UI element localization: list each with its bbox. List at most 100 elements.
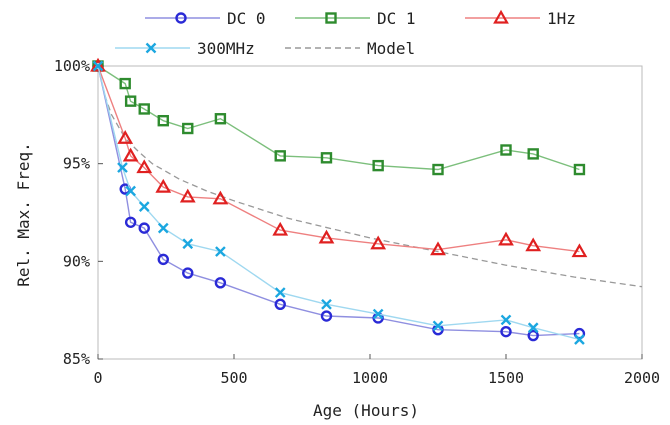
series-line (97, 65, 643, 288)
data-point (500, 325, 512, 338)
x-tick-label: 1000 (352, 369, 388, 387)
legend: DC 0 DC 1 1Hz 300MHz Model (115, 9, 576, 58)
series-layer (90, 57, 643, 345)
marker-stroke (125, 185, 136, 197)
data-point (182, 267, 194, 279)
marker-stroke (215, 246, 226, 257)
data-point (573, 163, 586, 176)
marker-stroke (500, 314, 512, 326)
x-tick-label: 0 (93, 369, 102, 387)
data-point (571, 243, 588, 258)
data-point (157, 114, 169, 127)
data-point (212, 190, 229, 205)
legend-marker (175, 12, 187, 24)
data-point (372, 159, 384, 172)
marker-stroke (274, 287, 286, 298)
y-tick-label: 85% (63, 350, 90, 368)
data-point (117, 162, 128, 173)
marker-stroke (138, 201, 150, 212)
marker-stroke (372, 308, 384, 320)
data-point (432, 163, 444, 176)
axis-ticks: 85% 90% 95% 100% 0 500 1000 1500 2000 (54, 57, 660, 387)
marker-stroke (182, 238, 194, 250)
data-point (274, 298, 286, 311)
legend-marker (493, 9, 509, 24)
data-point (117, 130, 134, 144)
data-point (125, 185, 136, 197)
legend-label: DC 0 (227, 9, 266, 28)
data-point (215, 246, 226, 257)
data-point (182, 122, 194, 135)
data-point (124, 95, 137, 107)
x-tick-label: 2000 (624, 369, 660, 387)
data-point (274, 150, 286, 162)
marker-stroke (432, 320, 444, 332)
plot-area (97, 65, 643, 360)
marker-stroke (145, 42, 157, 54)
marker-stroke (527, 322, 539, 334)
y-tick-label: 100% (54, 57, 90, 75)
series-line (97, 65, 580, 341)
legend-entry: Model (285, 39, 415, 58)
data-point (274, 287, 286, 298)
y-tick-label: 90% (63, 252, 90, 270)
data-point (122, 147, 139, 162)
data-point (179, 188, 196, 203)
data-point (138, 201, 150, 212)
data-point (372, 308, 384, 320)
data-point (138, 103, 150, 115)
legend-entry: DC 1 (295, 9, 416, 28)
data-point (320, 152, 333, 164)
marker-stroke (157, 222, 169, 234)
data-point (318, 229, 335, 244)
data-point (500, 314, 512, 326)
data-point (321, 298, 332, 310)
data-point (138, 222, 150, 234)
legend-entry: 300MHz (115, 39, 255, 58)
data-point (574, 334, 585, 345)
data-point (214, 277, 227, 289)
data-point (527, 329, 539, 342)
data-point (527, 148, 539, 160)
series-dc-0 (92, 60, 586, 342)
data-point (119, 77, 131, 90)
marker-stroke (321, 298, 332, 310)
data-point (525, 237, 542, 252)
legend-label: 300MHz (197, 39, 255, 58)
data-point (92, 60, 104, 72)
x-tick-label: 500 (220, 369, 247, 387)
data-point (136, 159, 153, 174)
data-point (430, 241, 446, 256)
plot-border (97, 65, 643, 360)
data-point (124, 216, 137, 228)
legend-label: Model (367, 39, 415, 58)
series-1hz (90, 57, 588, 258)
data-point (320, 310, 333, 322)
series-line (97, 65, 580, 253)
legend-label: 1Hz (547, 9, 576, 28)
marker-stroke (574, 334, 585, 345)
y-tick-label: 95% (63, 155, 90, 173)
x-tick-label: 1500 (488, 369, 524, 387)
data-point (272, 221, 289, 236)
y-axis-label: Rel. Max. Freq. (14, 142, 33, 287)
data-point (214, 113, 227, 125)
legend-marker (325, 12, 337, 24)
x-axis-label: Age (Hours) (313, 401, 419, 420)
data-point (157, 253, 169, 266)
legend-marker (145, 42, 157, 54)
series-model (97, 65, 643, 288)
data-point (498, 231, 514, 246)
data-point (182, 238, 194, 250)
legend-label: DC 1 (377, 9, 416, 28)
data-point (432, 320, 444, 332)
data-point (527, 322, 539, 334)
data-point (157, 222, 169, 234)
marker-stroke (117, 162, 128, 173)
data-point (90, 57, 106, 72)
data-point (500, 144, 512, 156)
legend-entry: 1Hz (465, 9, 576, 28)
series-300mhz (92, 60, 585, 345)
series-dc-1 (92, 60, 586, 176)
